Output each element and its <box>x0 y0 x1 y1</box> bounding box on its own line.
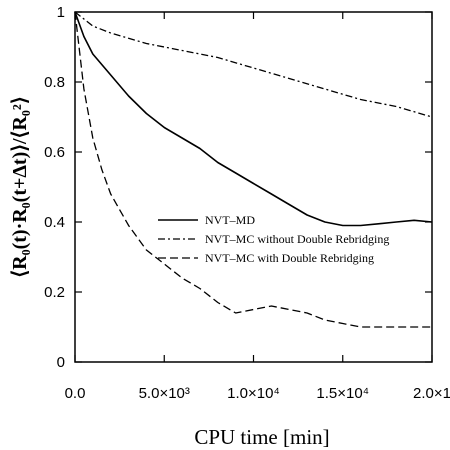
legend-label-1: NVT–MC without Double Rebridging <box>205 232 389 246</box>
x-ticks: 0.0 5.0×10³ 1.0×10⁴ 1.5×10⁴ 2.0×1 <box>65 12 450 402</box>
x-tick-label: 5.0×10³ <box>139 385 190 402</box>
x-tick-label: 0.0 <box>65 385 86 402</box>
x-tick-label: 1.0×10⁴ <box>227 385 280 402</box>
plot-frame <box>74 11 433 363</box>
y-tick-label: 0.6 <box>44 144 65 161</box>
x-axis-label: CPU time [min] <box>194 425 329 449</box>
series-line-0 <box>74 11 433 227</box>
legend-label-0: NVT–MD <box>205 213 255 227</box>
series-group <box>74 11 433 328</box>
x-tick-label: 2.0×1 <box>413 385 450 402</box>
series-line-1 <box>74 11 433 118</box>
y-axis-label: ⟨R₀(t)·R₀(t+Δt)⟩/⟨R₀²⟩ <box>9 96 31 277</box>
series-line-2 <box>74 11 432 328</box>
y-ticks: 0 0.2 0.4 0.6 0.8 1 <box>44 4 432 371</box>
legend: NVT–MD NVT–MC without Double Rebridging … <box>158 213 389 265</box>
y-tick-label: 0.8 <box>44 74 65 91</box>
y-tick-label: 1 <box>57 4 65 21</box>
legend-label-2: NVT–MC with Double Rebridging <box>205 251 374 265</box>
y-tick-label: 0 <box>57 354 65 371</box>
y-tick-label: 0.2 <box>44 284 65 301</box>
x-tick-label: 1.5×10⁴ <box>316 385 369 402</box>
y-tick-label: 0.4 <box>44 214 65 231</box>
